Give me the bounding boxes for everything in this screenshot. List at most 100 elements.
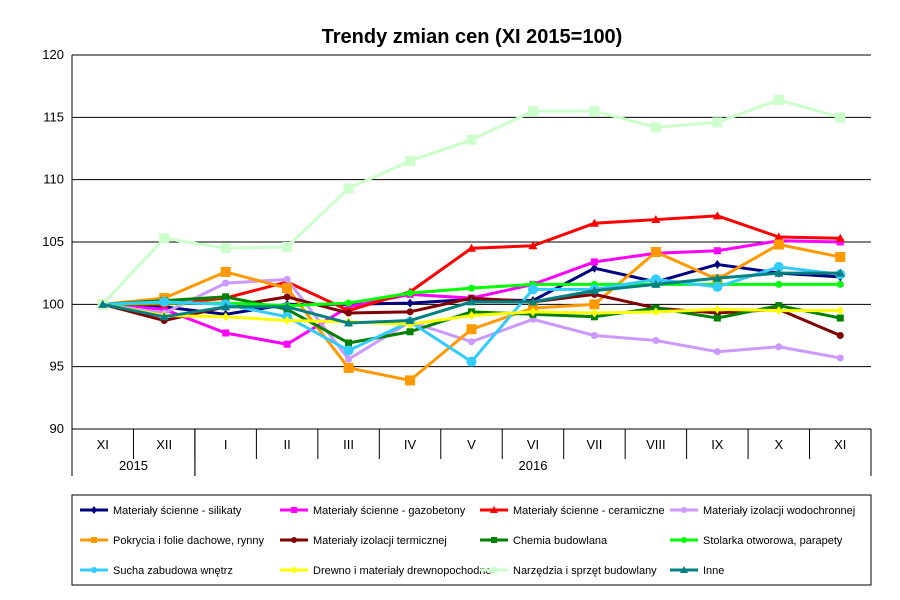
data-point bbox=[528, 297, 538, 306]
year-label: 2015 bbox=[119, 458, 148, 473]
y-tick-label: 90 bbox=[50, 421, 64, 436]
legend-entry: Narzędzia i sprzęt budowlany bbox=[480, 565, 657, 577]
data-point bbox=[343, 345, 354, 356]
legend-label: Inne bbox=[703, 565, 724, 577]
data-point bbox=[527, 106, 538, 117]
y-tick-label: 105 bbox=[42, 234, 64, 249]
legend-entry: Materiały izolacji wodochronnej bbox=[670, 505, 855, 517]
data-point bbox=[775, 306, 783, 316]
data-point bbox=[406, 289, 414, 297]
legend-entry: Sucha zabudowa wnętrz bbox=[80, 565, 233, 577]
legend-entry: Chemia budowlana bbox=[480, 535, 608, 547]
data-point bbox=[712, 211, 722, 220]
data-point bbox=[590, 332, 598, 339]
data-point bbox=[343, 183, 354, 194]
data-point bbox=[773, 94, 784, 105]
data-point bbox=[836, 354, 844, 362]
data-point bbox=[466, 324, 477, 335]
data-point bbox=[466, 134, 477, 145]
data-point bbox=[775, 343, 783, 351]
data-point bbox=[836, 238, 844, 246]
legend-swatch-marker bbox=[91, 506, 97, 514]
data-point bbox=[650, 246, 661, 257]
legend: Materiały ścienne - silikaty Materiały śc… bbox=[71, 494, 872, 586]
data-point bbox=[651, 279, 661, 288]
data-point bbox=[405, 155, 416, 166]
y-tick-label: 110 bbox=[43, 172, 64, 187]
data-point bbox=[773, 261, 784, 272]
data-point bbox=[222, 293, 230, 301]
legend-entry: Materiały ścienne - silikaty bbox=[80, 505, 242, 517]
legend-label: Chemia budowlana bbox=[513, 535, 608, 547]
data-point bbox=[835, 251, 846, 262]
x-tick-label: VII bbox=[586, 437, 602, 452]
data-point bbox=[650, 274, 661, 285]
x-tick-label: VI bbox=[527, 437, 539, 452]
data-point bbox=[220, 243, 231, 254]
data-point bbox=[528, 241, 538, 250]
data-point bbox=[835, 112, 846, 123]
data-point bbox=[467, 297, 476, 306]
data-point bbox=[282, 302, 292, 311]
data-point bbox=[98, 299, 108, 308]
data-point bbox=[775, 280, 783, 288]
data-point bbox=[282, 241, 293, 252]
data-point bbox=[221, 302, 231, 311]
data-point bbox=[590, 258, 598, 266]
legend-label: Materiały ścienne - silikaty bbox=[113, 505, 242, 517]
data-point bbox=[652, 307, 660, 317]
legend-label: Drewno i materiały drewnopochodne bbox=[313, 565, 492, 577]
data-point bbox=[222, 279, 230, 287]
legend-swatch-marker bbox=[490, 506, 498, 513]
data-point bbox=[774, 232, 784, 241]
series-lines bbox=[97, 94, 846, 386]
year-label: 2016 bbox=[519, 458, 548, 473]
data-point bbox=[345, 299, 353, 307]
legend-entry: Stolarka otworowa, parapety bbox=[670, 535, 843, 547]
data-point bbox=[283, 275, 291, 283]
legend-label: Materiały ścienne - ceramiczne bbox=[513, 505, 665, 517]
legend-entry: Drewno i materiały drewnopochodne bbox=[280, 565, 492, 577]
data-point bbox=[713, 259, 721, 269]
data-point bbox=[406, 308, 414, 316]
data-point bbox=[773, 239, 784, 250]
legend-swatch-marker bbox=[680, 566, 688, 573]
data-point bbox=[344, 318, 354, 327]
series-group bbox=[98, 268, 845, 327]
data-point bbox=[406, 298, 414, 308]
legend-swatch-marker bbox=[491, 567, 497, 573]
data-point bbox=[283, 340, 291, 348]
data-point bbox=[468, 311, 475, 321]
legend-label: Stolarka otworowa, parapety bbox=[703, 535, 843, 547]
data-point bbox=[589, 286, 599, 295]
y-tick-label: 115 bbox=[43, 109, 64, 124]
y-tick-label: 120 bbox=[42, 47, 64, 62]
data-point bbox=[529, 307, 537, 317]
data-point bbox=[590, 263, 598, 273]
data-point bbox=[774, 268, 784, 277]
chart-title: Trendy zmian cen (XI 2015=100) bbox=[322, 26, 623, 48]
data-point bbox=[468, 338, 475, 346]
data-point bbox=[467, 243, 476, 252]
data-point bbox=[343, 362, 354, 373]
x-tick-label: II bbox=[283, 437, 290, 452]
data-point bbox=[345, 309, 353, 317]
legend-entry: Materiały ścienne - gazobetony bbox=[280, 505, 466, 517]
data-point bbox=[405, 316, 415, 325]
data-point bbox=[220, 266, 231, 277]
x-tick-label: V bbox=[467, 437, 476, 452]
legend-swatch-marker bbox=[291, 507, 297, 513]
data-point bbox=[283, 316, 291, 326]
data-point bbox=[159, 233, 170, 244]
data-point bbox=[222, 329, 230, 337]
data-point bbox=[283, 293, 291, 301]
x-tick-label: XII bbox=[156, 437, 172, 452]
data-point bbox=[345, 339, 353, 347]
data-point bbox=[590, 308, 598, 318]
legend-swatch-marker bbox=[491, 537, 497, 543]
legend-swatch-marker bbox=[91, 567, 97, 573]
data-point bbox=[589, 299, 600, 310]
legend-label: Sucha zabudowa wnętrz bbox=[113, 565, 233, 577]
